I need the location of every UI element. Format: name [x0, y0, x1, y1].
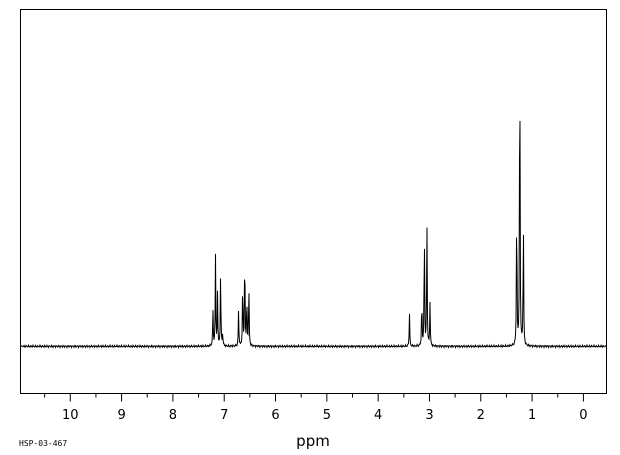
plot-frame: [20, 9, 607, 394]
x-tick-label: 8: [169, 408, 177, 423]
x-tick-label: 2: [477, 408, 485, 423]
x-tick-label: 4: [374, 408, 382, 423]
x-tick-label: 1: [528, 408, 536, 423]
x-tick-label: 0: [579, 408, 587, 423]
x-tick-label: 5: [323, 408, 331, 423]
x-axis-label: ppm: [296, 432, 330, 450]
x-tick-label: 3: [425, 408, 433, 423]
spectrum-trace: [21, 120, 606, 350]
x-tick-label: 7: [220, 408, 228, 423]
x-tick-label: 10: [62, 408, 79, 423]
sample-code-label: HSP-03-467: [19, 439, 67, 448]
x-tick-label: 9: [117, 408, 125, 423]
x-tick-label: 6: [271, 408, 279, 423]
x-axis-ticks: 10 9 8 7 6 5 4 3 2 1 0: [44, 393, 588, 423]
